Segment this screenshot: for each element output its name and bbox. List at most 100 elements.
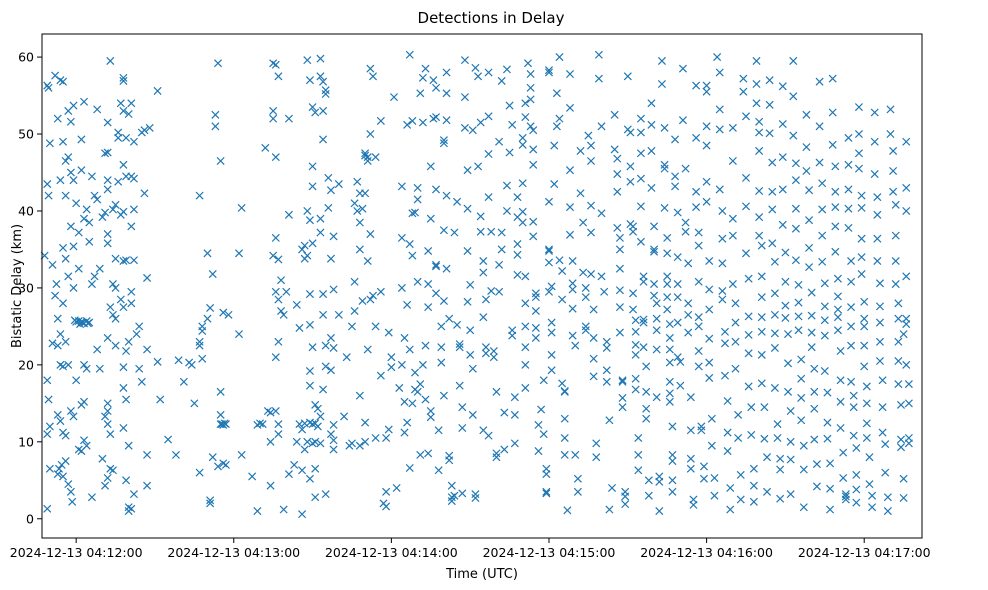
data-point bbox=[58, 243, 68, 252]
data-point bbox=[439, 391, 448, 400]
data-point bbox=[831, 162, 840, 171]
data-point bbox=[355, 245, 364, 254]
data-point bbox=[455, 340, 464, 349]
data-point bbox=[802, 110, 811, 119]
data-point bbox=[300, 241, 309, 250]
data-point bbox=[723, 428, 732, 437]
data-point bbox=[284, 210, 293, 219]
data-point bbox=[408, 116, 417, 125]
data-point bbox=[889, 166, 898, 175]
data-point bbox=[389, 93, 399, 102]
data-point bbox=[663, 305, 672, 314]
data-point bbox=[660, 203, 669, 212]
data-point bbox=[673, 293, 682, 302]
data-point bbox=[820, 316, 829, 325]
data-point bbox=[618, 393, 627, 402]
data-point bbox=[58, 362, 68, 371]
data-point bbox=[818, 231, 827, 240]
data-point bbox=[484, 431, 493, 440]
data-point bbox=[581, 283, 590, 292]
data-point bbox=[736, 495, 745, 504]
data-point bbox=[568, 279, 577, 288]
data-point bbox=[631, 340, 640, 349]
data-point bbox=[799, 503, 808, 512]
data-point bbox=[665, 397, 674, 406]
data-point bbox=[298, 245, 307, 254]
data-point bbox=[198, 322, 207, 331]
data-point bbox=[298, 466, 307, 475]
data-point bbox=[854, 130, 863, 139]
data-point bbox=[836, 346, 845, 356]
data-point bbox=[450, 228, 459, 237]
data-point bbox=[642, 362, 651, 371]
data-point bbox=[329, 343, 338, 352]
data-point bbox=[453, 320, 462, 329]
data-point bbox=[48, 339, 57, 348]
data-point bbox=[726, 483, 735, 493]
data-point bbox=[405, 463, 414, 473]
data-point bbox=[45, 422, 54, 431]
data-point bbox=[720, 339, 730, 348]
data-point bbox=[77, 166, 86, 175]
data-point bbox=[274, 430, 283, 439]
data-point bbox=[426, 407, 435, 416]
data-point bbox=[137, 377, 146, 386]
data-point bbox=[615, 264, 624, 273]
data-point bbox=[841, 495, 850, 504]
data-point bbox=[636, 202, 645, 211]
data-point bbox=[860, 322, 869, 331]
data-point bbox=[213, 462, 223, 471]
data-point bbox=[321, 362, 330, 371]
data-point bbox=[234, 249, 244, 258]
data-point bbox=[849, 391, 858, 400]
data-point bbox=[492, 453, 501, 462]
data-point bbox=[655, 477, 664, 486]
data-point bbox=[812, 460, 821, 469]
data-point bbox=[781, 313, 790, 322]
data-point bbox=[720, 327, 730, 336]
data-point bbox=[129, 205, 138, 214]
data-point bbox=[387, 353, 396, 362]
y-axis: 0 10 20 30 40 50 60 bbox=[18, 50, 42, 526]
data-point bbox=[684, 328, 693, 337]
data-point bbox=[432, 83, 441, 92]
data-point bbox=[295, 323, 304, 332]
data-point bbox=[298, 510, 307, 519]
data-point bbox=[529, 126, 538, 135]
data-point bbox=[439, 139, 448, 148]
data-point bbox=[358, 204, 367, 213]
data-point bbox=[234, 330, 244, 339]
data-point bbox=[547, 328, 556, 337]
data-point bbox=[61, 431, 70, 440]
data-point bbox=[602, 377, 611, 386]
data-point bbox=[597, 122, 606, 131]
data-point bbox=[119, 73, 128, 82]
data-point bbox=[870, 108, 879, 117]
data-point bbox=[68, 497, 77, 506]
data-point bbox=[626, 128, 635, 137]
data-point bbox=[749, 481, 758, 490]
data-point bbox=[58, 299, 68, 308]
data-point bbox=[305, 290, 314, 299]
data-point bbox=[710, 491, 719, 500]
data-point bbox=[902, 360, 911, 369]
data-point bbox=[881, 440, 890, 449]
data-point bbox=[586, 201, 596, 210]
data-point bbox=[731, 337, 740, 346]
data-point bbox=[316, 72, 325, 81]
data-point bbox=[450, 491, 459, 500]
data-point bbox=[718, 234, 727, 243]
data-point bbox=[875, 279, 884, 288]
data-point bbox=[529, 160, 538, 169]
data-point bbox=[119, 207, 128, 216]
data-point bbox=[43, 376, 52, 385]
plot-frame bbox=[41, 33, 923, 539]
data-point bbox=[413, 195, 422, 204]
data-point bbox=[284, 470, 293, 479]
data-point bbox=[371, 433, 380, 442]
data-point bbox=[116, 99, 125, 108]
data-point bbox=[781, 301, 790, 310]
data-point bbox=[216, 387, 225, 396]
data-point bbox=[439, 296, 448, 306]
data-point bbox=[581, 322, 590, 331]
